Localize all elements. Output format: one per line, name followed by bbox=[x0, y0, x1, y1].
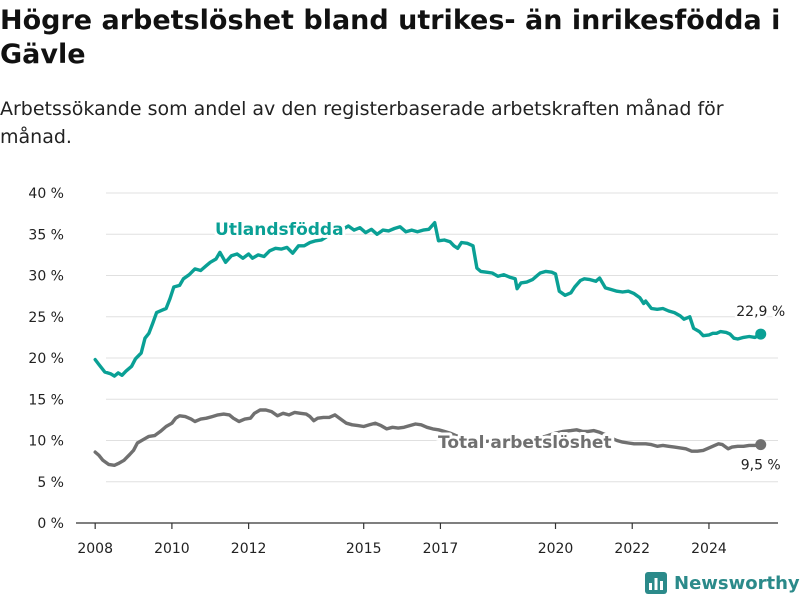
x-tick-label: 2017 bbox=[423, 541, 459, 557]
series-label-halo: Total arbetslöshet bbox=[438, 433, 612, 453]
x-tick-label: 2010 bbox=[154, 541, 190, 557]
y-tick-label: 15 % bbox=[28, 392, 64, 408]
x-tick-label: 2012 bbox=[231, 541, 267, 557]
x-tick-label: 2015 bbox=[346, 541, 382, 557]
y-axis-ticks: 0 % 5 % 10 % 15 % 20 % 25 % 30 % 35 % 40 % bbox=[28, 186, 64, 532]
y-tick-label: 20 % bbox=[28, 351, 64, 367]
x-tick-label: 2020 bbox=[538, 541, 574, 557]
series-label: Utlandsfödda bbox=[215, 220, 344, 240]
series-lines bbox=[93, 221, 767, 467]
x-tick-label: 2024 bbox=[691, 541, 727, 557]
series-end-point bbox=[755, 328, 767, 340]
y-tick-label: 5 % bbox=[37, 475, 64, 491]
y-tick-label: 35 % bbox=[28, 227, 64, 243]
series-line-1 bbox=[93, 408, 763, 467]
x-tick-label: 2008 bbox=[77, 541, 113, 557]
x-axis-ticks: 2008 2010 2012 2015 2017 2020 2022 2024 bbox=[76, 522, 778, 557]
bar-chart-icon bbox=[645, 572, 667, 594]
end-value-label-halo: 22,9 % bbox=[736, 304, 785, 320]
series-line-0 bbox=[93, 221, 763, 378]
y-tick-label: 25 % bbox=[28, 310, 64, 326]
chart-subtitle: Arbetssökande som andel av den registerb… bbox=[0, 98, 724, 148]
brand-name: Newsworthy bbox=[674, 572, 800, 594]
y-tick-label: 30 % bbox=[28, 269, 64, 285]
series-end-point bbox=[755, 439, 767, 451]
brand-logo: Newsworthy bbox=[645, 570, 800, 596]
end-value-label: 9,5 % bbox=[741, 458, 781, 474]
x-tick-label: 2022 bbox=[614, 541, 650, 557]
series-label: Total arbetslöshet bbox=[438, 433, 612, 453]
end-value-label: 22,9 % bbox=[736, 304, 785, 320]
gridlines bbox=[106, 192, 778, 483]
series-label-halo: Utlandsfödda bbox=[215, 220, 344, 240]
y-tick-label: 0 % bbox=[37, 516, 64, 532]
y-tick-label: 10 % bbox=[28, 434, 64, 450]
page-title: Högre arbetslöshet bland utrikes- än inr… bbox=[0, 5, 781, 70]
end-value-label-halo: 9,5 % bbox=[741, 458, 781, 474]
y-tick-label: 40 % bbox=[28, 186, 64, 202]
